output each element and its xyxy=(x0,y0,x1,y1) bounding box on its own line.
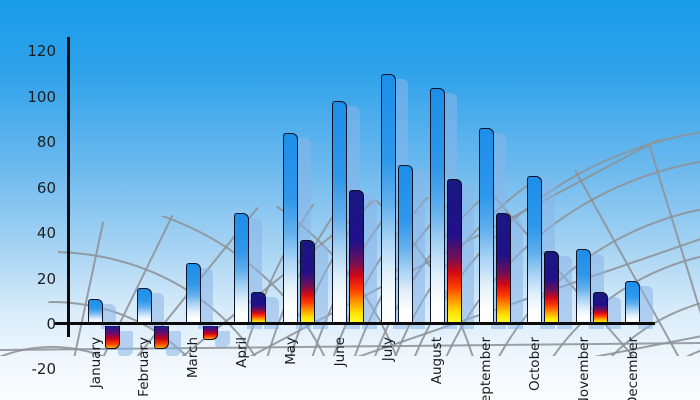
bar-october-secondary xyxy=(544,251,560,324)
bar-september-secondary xyxy=(495,212,511,324)
bar-shadow-march-main xyxy=(198,267,214,329)
bar-october-main xyxy=(527,176,543,324)
bar-january-secondary xyxy=(105,326,120,349)
month-label-november: November xyxy=(575,337,592,400)
bar-shadow-october-secondary xyxy=(556,256,572,329)
bar-june-secondary xyxy=(349,189,365,324)
month-label-june: June xyxy=(331,337,348,367)
bar-shadow-march-secondary xyxy=(215,331,231,347)
bar-november-secondary xyxy=(593,292,609,324)
y-tick-80: 80 xyxy=(36,133,56,152)
y-tick-100: 100 xyxy=(27,87,56,106)
bar-shadow-april-secondary xyxy=(263,297,279,329)
bar-march-secondary xyxy=(202,326,218,340)
bar-may-main xyxy=(283,133,299,324)
bar-shadow-november-secondary xyxy=(605,297,621,329)
bar-shadow-december-main xyxy=(637,285,653,329)
bar-shadow-july-secondary xyxy=(410,169,426,329)
month-label-october: October xyxy=(526,337,543,392)
bar-july-secondary xyxy=(397,164,413,324)
y-tick--20: -20 xyxy=(31,360,57,379)
bar-april-secondary xyxy=(251,292,267,324)
bar-march-main xyxy=(185,262,201,324)
y-tick-40: 40 xyxy=(36,224,56,243)
bar-may-secondary xyxy=(300,239,316,324)
bar-january-main xyxy=(88,298,103,324)
month-label-january: January xyxy=(87,337,104,389)
bar-july-main xyxy=(380,73,396,324)
x-axis-line xyxy=(55,321,655,325)
bar-september-main xyxy=(478,128,494,324)
y-tick-0: 0 xyxy=(46,315,56,333)
bar-june-main xyxy=(332,101,348,324)
bar-shadow-september-secondary xyxy=(508,217,524,329)
bar-february-secondary xyxy=(153,326,169,349)
month-label-march: March xyxy=(185,337,202,379)
bar-april-main xyxy=(234,212,250,324)
bar-shadow-may-secondary xyxy=(312,244,328,329)
y-tick-60: 60 xyxy=(36,178,56,197)
month-label-february: February xyxy=(136,337,153,397)
month-label-may: May xyxy=(282,337,299,365)
month-label-april: April xyxy=(233,337,250,368)
y-axis-line xyxy=(67,37,70,337)
bar-shadow-august-secondary xyxy=(459,183,475,329)
bar-shadow-february-main xyxy=(149,292,165,329)
bar-august-main xyxy=(429,87,445,324)
month-label-december: December xyxy=(624,337,641,400)
bar-november-main xyxy=(576,248,592,324)
bar-august-secondary xyxy=(446,178,462,324)
y-tick-20: 20 xyxy=(36,269,56,288)
month-label-july: July xyxy=(380,337,397,362)
bar-december-main xyxy=(625,280,641,324)
month-label-september: September xyxy=(478,337,495,400)
y-tick-120: 120 xyxy=(27,42,56,61)
bar-february-main xyxy=(136,287,152,324)
bar-shadow-february-secondary xyxy=(166,331,182,356)
bar-shadow-june-secondary xyxy=(361,194,377,329)
bar-shadow-january-secondary xyxy=(117,331,133,356)
month-label-august: August xyxy=(429,337,446,385)
